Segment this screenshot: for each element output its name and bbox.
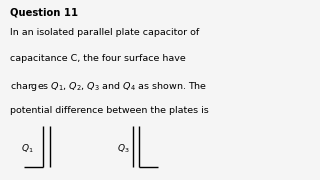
Text: charges $Q_1$, $Q_2$, $Q_3$ and $Q_4$ as shown. The: charges $Q_1$, $Q_2$, $Q_3$ and $Q_4$ as… [10,80,207,93]
Text: In an isolated parallel plate capacitor of: In an isolated parallel plate capacitor … [10,28,199,37]
Text: $Q_1$: $Q_1$ [21,142,33,155]
Text: potential difference between the plates is: potential difference between the plates … [10,106,208,115]
Text: capacitance C, the four surface have: capacitance C, the four surface have [10,54,185,63]
Text: $Q_3$: $Q_3$ [117,142,129,155]
Text: Question 11: Question 11 [10,7,78,17]
